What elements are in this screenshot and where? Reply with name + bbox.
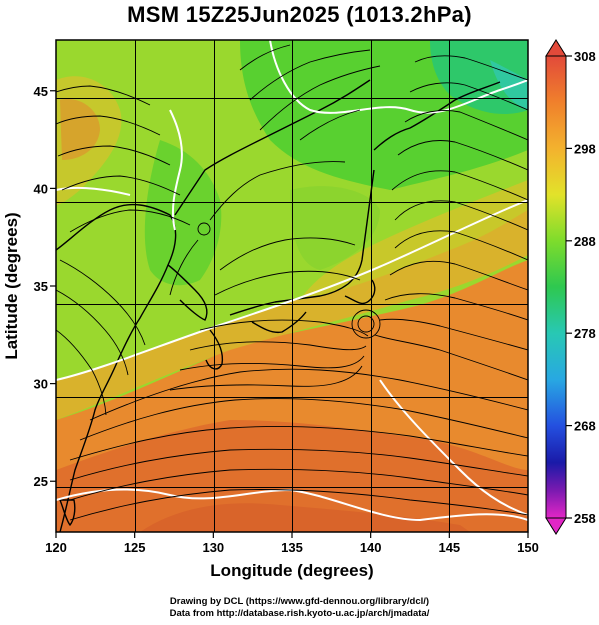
- x-tick-label: 135: [281, 540, 303, 555]
- graticule: [56, 40, 528, 532]
- y-tick-label: 45: [34, 84, 48, 99]
- credits: Drawing by DCL (https://www.gfd-dennou.o…: [0, 596, 599, 620]
- x-tick-label: 125: [124, 540, 146, 555]
- y-tick-label: 30: [34, 377, 48, 392]
- x-axis-label: Longitude (degrees): [210, 561, 373, 580]
- x-tick-label: 120: [45, 540, 67, 555]
- colorbar-tick-label: 298: [574, 141, 596, 156]
- y-tick-label: 25: [34, 474, 48, 489]
- colorbar-bottom-arrow: [545, 517, 567, 535]
- y-axis-ticks: 25 30 35 40 45: [34, 84, 56, 489]
- colorbar-tick-label: 258: [574, 511, 596, 526]
- y-axis-label: Latitude (degrees): [2, 212, 21, 359]
- credit-line-drawing: Drawing by DCL (https://www.gfd-dennou.o…: [169, 596, 430, 607]
- chart-title: MSM 15Z25Jun2025 (1013.2hPa): [127, 2, 472, 27]
- colorbar-body: [545, 55, 567, 519]
- colorbar-top-arrow: [545, 39, 567, 57]
- colorbar-tick-label: 278: [574, 326, 596, 341]
- x-tick-label: 140: [360, 540, 382, 555]
- colorbar-tick-label: 288: [574, 234, 596, 249]
- map-plot-area: [56, 40, 528, 532]
- colorbar-tick-label: 308: [574, 49, 596, 64]
- colorbar-tick-label: 268: [574, 419, 596, 434]
- x-tick-label: 150: [517, 540, 539, 555]
- credit-line-data: Data from http://database.rish.kyoto-u.a…: [169, 608, 430, 619]
- wind-streamlines: [56, 44, 528, 521]
- x-tick-label: 145: [438, 540, 460, 555]
- y-tick-label: 40: [34, 181, 48, 196]
- colorbar: [545, 39, 567, 535]
- x-tick-label: 130: [202, 540, 224, 555]
- x-axis-ticks: 120 125 130 135 140 145 150: [45, 532, 539, 555]
- y-tick-label: 35: [34, 279, 48, 294]
- colorbar-ticks: 308 298 288 278 268 258: [566, 49, 596, 526]
